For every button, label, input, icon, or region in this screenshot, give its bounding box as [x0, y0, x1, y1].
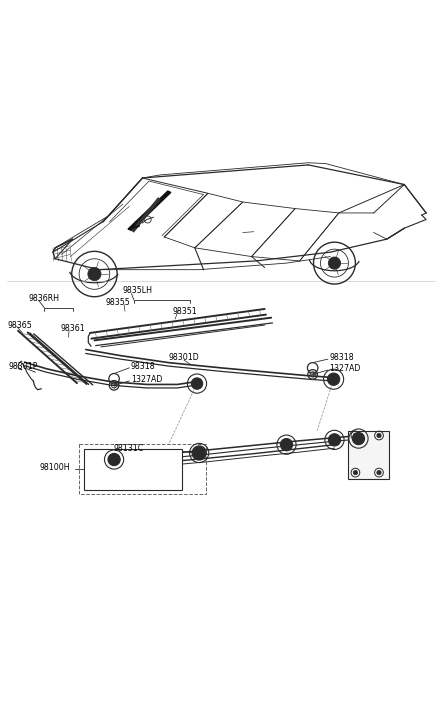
Text: 1327AD: 1327AD: [131, 374, 162, 384]
Text: 98355: 98355: [105, 298, 130, 307]
Bar: [79, 444, 206, 494]
Circle shape: [328, 373, 340, 385]
Circle shape: [353, 470, 358, 475]
Text: 98351: 98351: [172, 307, 197, 316]
Circle shape: [193, 447, 205, 459]
Polygon shape: [128, 191, 171, 230]
Circle shape: [191, 378, 203, 389]
Circle shape: [108, 454, 120, 465]
Circle shape: [328, 434, 341, 446]
Circle shape: [88, 268, 101, 281]
Text: 98131C: 98131C: [114, 444, 144, 453]
Text: 98318: 98318: [329, 353, 354, 362]
Polygon shape: [132, 198, 160, 232]
Circle shape: [377, 470, 381, 475]
Circle shape: [353, 433, 358, 438]
Text: 1327AD: 1327AD: [329, 364, 361, 373]
Circle shape: [377, 433, 381, 438]
Text: 98318: 98318: [131, 361, 155, 371]
Text: 98301P: 98301P: [8, 363, 38, 371]
Text: 98361: 98361: [61, 324, 86, 333]
Bar: [347, 431, 389, 479]
Text: 98365: 98365: [7, 321, 32, 329]
Text: 9835LH: 9835LH: [123, 286, 153, 295]
Bar: [84, 449, 182, 490]
Text: 98301D: 98301D: [169, 353, 199, 362]
Text: 9836RH: 9836RH: [29, 294, 60, 302]
Circle shape: [280, 438, 293, 451]
Circle shape: [328, 257, 341, 269]
Circle shape: [352, 433, 365, 445]
Text: 98100H: 98100H: [39, 463, 70, 472]
